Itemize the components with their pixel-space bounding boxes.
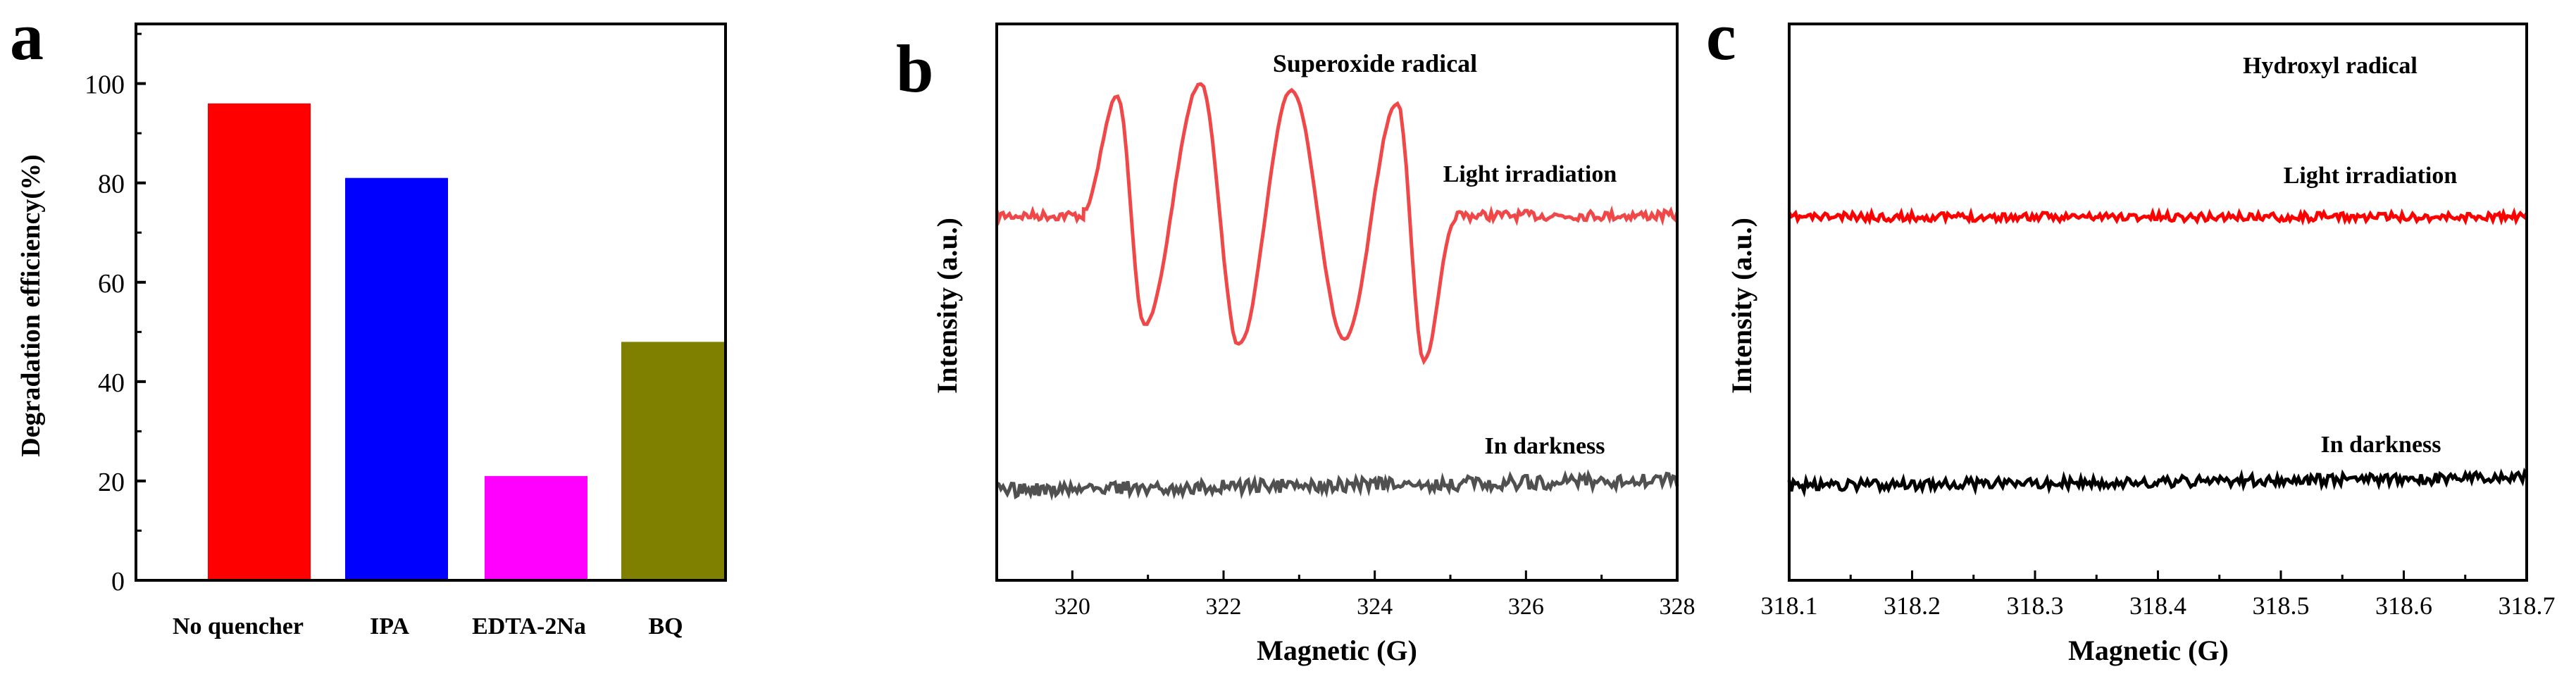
- y-tick-label-a: 20: [98, 468, 125, 497]
- y-axis-label-a: Degradation efficiency(%): [16, 154, 46, 457]
- x-tick-label-c: 318.4: [2129, 592, 2186, 620]
- x-tick-label-b: 326: [1508, 594, 1544, 620]
- panel-b-label: b: [896, 31, 933, 106]
- series-label-in-darkness-b: In darkness: [1484, 433, 1605, 459]
- x-tick-label-b: 322: [1206, 594, 1242, 620]
- y-tick-label-a: 100: [85, 70, 125, 100]
- x-tick-label-a: No quencher: [173, 613, 304, 639]
- y-axis-label-c: Intensity (a.u.): [1726, 218, 1757, 394]
- axes-frame-a: [135, 23, 727, 582]
- x-tick-label-c: 318.7: [2499, 592, 2556, 620]
- x-tick-label-b: 324: [1357, 594, 1393, 620]
- y-tick-label-a: 80: [98, 170, 125, 199]
- y-tick-label-a: 0: [111, 567, 125, 597]
- title-b: Superoxide radical: [1273, 49, 1477, 77]
- bar-no-quencher: [208, 103, 311, 580]
- panel-c-label: c: [1706, 0, 1736, 74]
- x-tick-label-c: 318.2: [1884, 592, 1941, 620]
- bar-bq: [621, 342, 724, 580]
- series-label-in-darkness-c: In darkness: [2320, 432, 2441, 458]
- panel-c: c 318.1 318.2 318.3 318.4 318.5 318.6 318.7 Hy…: [1706, 0, 2556, 666]
- x-tick-label-b: 328: [1660, 594, 1695, 620]
- series-light-irradiation-c: [1787, 206, 2529, 226]
- x-axis-label-b: Magnetic (G): [1257, 635, 1417, 666]
- axes-frame-b: [995, 23, 1679, 582]
- panel-a-label: a: [10, 0, 44, 74]
- title-c: Hydroxyl radical: [2243, 53, 2418, 79]
- x-tick-label-c: 318.5: [2253, 592, 2310, 620]
- axes-frame-c: [1788, 23, 2528, 582]
- series-label-light-irradiation-c: Light irradiation: [2284, 163, 2458, 189]
- x-tick-label-c: 318.3: [2007, 592, 2064, 620]
- bar-edta-2na: [485, 475, 587, 580]
- bars-a: [208, 103, 724, 581]
- y-axis-label-b: Intensity (a.u.): [931, 218, 963, 394]
- x-tick-labels-a: No quencher IPA EDTA-2Na BQ: [173, 613, 683, 639]
- x-axis-label-c: Magnetic (G): [2068, 635, 2229, 666]
- bar-ipa: [345, 177, 448, 581]
- x-tick-label-a: BQ: [648, 613, 683, 639]
- x-tick-label-c: 318.1: [1761, 592, 1818, 620]
- x-ticks-c: 318.1 318.2 318.3 318.4 318.5 318.6 318.7: [1761, 570, 2556, 620]
- x-ticks-b: 320 322 324 326 328: [995, 570, 1695, 620]
- panel-b: b 320 322 324 326 328 Superoxide radical Lig…: [896, 23, 1695, 666]
- y-tick-label-a: 40: [98, 368, 125, 398]
- series-in-darkness-c: [1787, 467, 2529, 498]
- series-light-irradiation-b: [995, 82, 1679, 366]
- x-tick-label-c: 318.6: [2375, 592, 2432, 620]
- series-label-light-irradiation-b: Light irradiation: [1443, 161, 1617, 187]
- x-tick-label-a: IPA: [370, 613, 409, 639]
- x-tick-label-a: EDTA-2Na: [472, 613, 586, 639]
- y-ticks-a: 0 20 40 60 80 100: [85, 32, 146, 597]
- x-tick-label-b: 320: [1054, 594, 1090, 620]
- y-tick-label-a: 60: [98, 269, 125, 299]
- series-in-darkness-b: [995, 468, 1679, 501]
